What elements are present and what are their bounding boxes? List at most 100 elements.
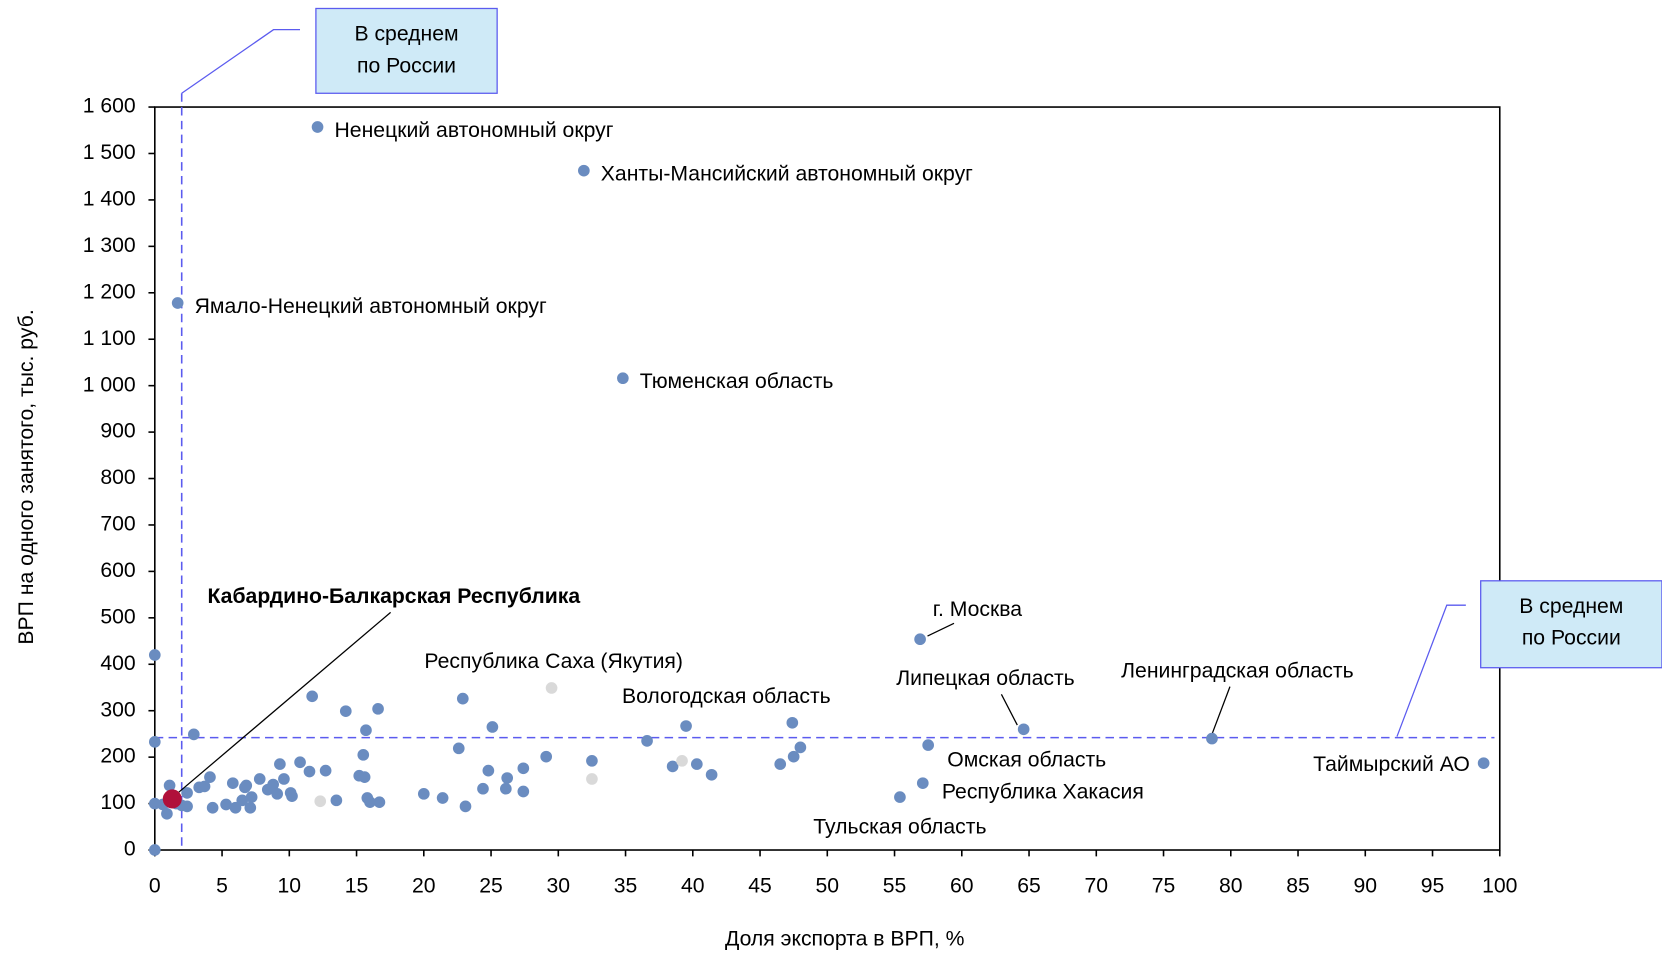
y-tick-label: 500 — [100, 605, 135, 628]
data-point — [501, 772, 514, 784]
data-point — [306, 690, 318, 703]
data-point — [181, 787, 193, 799]
data-point — [274, 758, 286, 770]
data-point — [916, 777, 929, 789]
y-tick-label: 1 400 — [83, 188, 136, 211]
data-point — [286, 790, 298, 802]
data-point — [294, 756, 306, 769]
y-tick-label: 1 100 — [83, 327, 136, 350]
y-tick-label: 1 500 — [83, 141, 136, 164]
y-tick-label: 300 — [100, 698, 135, 721]
x-tick-label: 40 — [681, 875, 705, 898]
data-point — [578, 164, 590, 177]
data-point — [314, 795, 327, 808]
data-point — [162, 789, 182, 809]
point-label: Ненецкий автономный округ — [335, 119, 614, 142]
data-point — [452, 742, 465, 755]
data-point — [794, 741, 807, 754]
data-point — [181, 800, 193, 813]
data-point — [372, 703, 384, 715]
plot-frame — [154, 106, 1501, 851]
data-point — [229, 801, 242, 814]
data-point — [204, 771, 216, 783]
data-point — [267, 778, 279, 791]
data-point — [500, 782, 512, 795]
callout-text: по России — [1522, 627, 1621, 650]
x-tick-label: 5 — [216, 875, 228, 898]
data-point — [278, 773, 290, 785]
data-point — [1477, 757, 1490, 770]
label-leader — [172, 611, 392, 798]
data-point — [240, 779, 253, 792]
callout-box — [1480, 580, 1662, 669]
data-point — [922, 739, 934, 751]
y-tick-label: 900 — [100, 420, 135, 443]
x-tick-label: 30 — [547, 875, 571, 898]
data-point — [171, 297, 184, 309]
data-point — [477, 782, 489, 795]
data-point — [676, 755, 688, 767]
point-label: Республика Саха (Якутия) — [424, 650, 683, 673]
data-point — [586, 773, 598, 785]
y-tick-label: 600 — [100, 559, 135, 582]
data-point — [244, 801, 257, 814]
x-tick-label: 45 — [748, 875, 772, 898]
x-tick-label: 85 — [1286, 875, 1310, 898]
x-tick-label: 20 — [412, 875, 436, 898]
data-point — [774, 758, 787, 770]
data-point — [914, 633, 926, 646]
data-point — [705, 768, 718, 781]
x-tick-label: 95 — [1421, 875, 1445, 898]
data-point — [236, 794, 249, 807]
x-tick-label: 75 — [1152, 875, 1176, 898]
data-point — [311, 121, 324, 133]
data-point — [245, 791, 258, 803]
data-point — [436, 792, 449, 804]
point-label: Тюменская область — [640, 370, 834, 393]
x-tick-label: 35 — [614, 875, 638, 898]
point-label: Омская область — [947, 749, 1106, 772]
callout-text: В среднем — [354, 23, 458, 46]
point-label: Ленинградская область — [1121, 659, 1354, 682]
data-point — [540, 750, 553, 763]
callout-box — [315, 7, 498, 94]
y-tick-label: 700 — [100, 513, 135, 536]
data-point — [198, 780, 211, 793]
y-axis-label: ВРП на одного занятого, тыс. руб. — [15, 309, 38, 644]
point-label: Ханты-Мансийский автономный округ — [601, 162, 973, 185]
data-point — [486, 721, 499, 733]
data-point — [517, 785, 530, 798]
point-label: Тульская область — [813, 815, 986, 838]
data-point — [303, 765, 316, 778]
data-point — [148, 649, 161, 661]
data-point — [373, 796, 386, 809]
data-point — [148, 735, 161, 748]
data-point — [357, 748, 370, 761]
data-point — [271, 787, 284, 800]
data-point — [545, 682, 558, 694]
data-point — [148, 844, 161, 856]
point-label: Таймырский АО — [1313, 753, 1470, 776]
data-point — [666, 760, 679, 773]
label-leader — [1000, 694, 1018, 726]
point-label: Ямало-Ненецкий автономный округ — [195, 295, 547, 318]
x-tick-label: 55 — [883, 875, 907, 898]
x-tick-label: 0 — [149, 875, 161, 898]
x-tick-label: 50 — [816, 875, 840, 898]
data-point — [617, 372, 629, 385]
callout-text: В среднем — [1519, 595, 1623, 618]
label-leader — [927, 622, 955, 637]
data-point — [206, 801, 219, 814]
data-point — [358, 771, 371, 783]
x-tick-label: 15 — [345, 875, 369, 898]
y-tick-label: 1 200 — [83, 280, 136, 303]
data-point — [456, 692, 469, 705]
callout-text: по России — [357, 54, 456, 77]
data-point — [360, 724, 372, 737]
data-point — [459, 800, 472, 813]
x-tick-label: 80 — [1219, 875, 1243, 898]
x-tick-label: 25 — [479, 875, 503, 898]
data-point — [1017, 723, 1030, 736]
data-point — [163, 779, 176, 792]
